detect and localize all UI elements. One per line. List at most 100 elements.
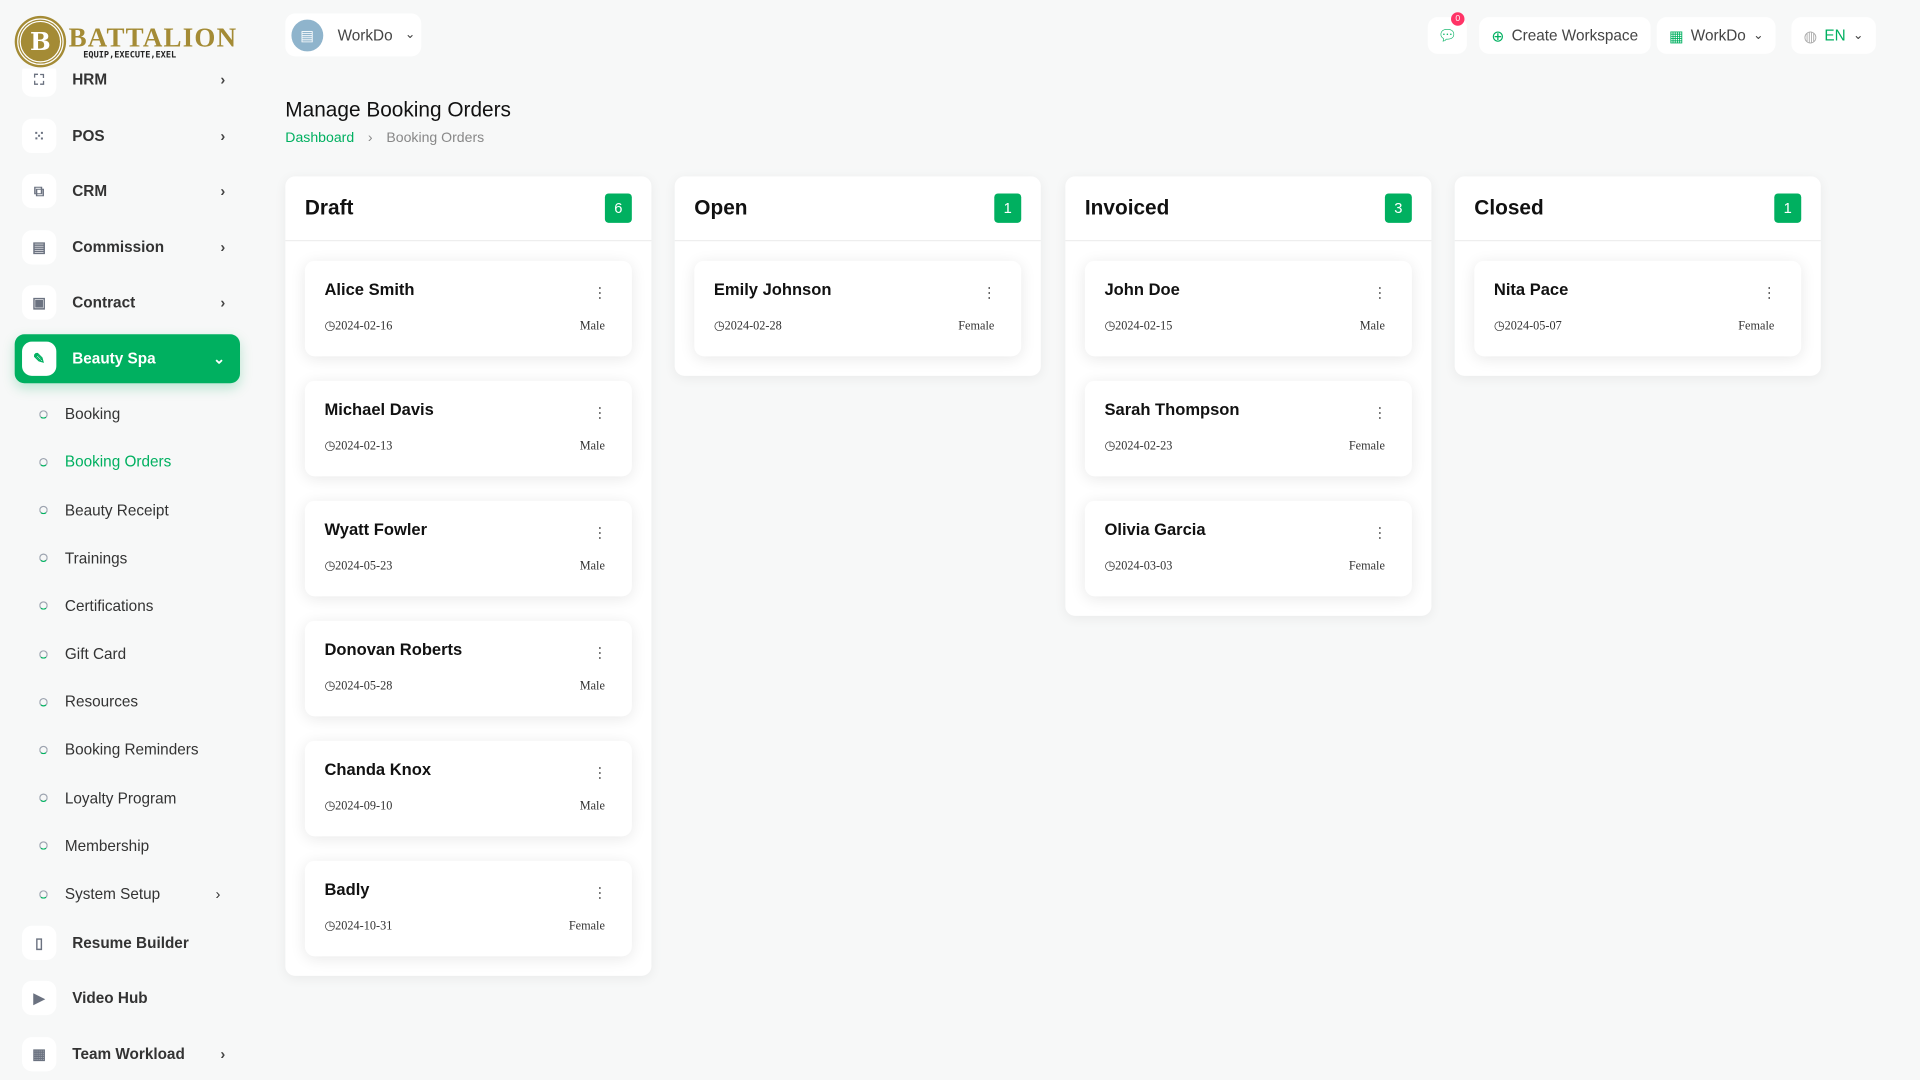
booking-date-value: 2024-05-23 [335,559,393,574]
customer-name: Nita Pace [1493,280,1569,299]
booking-card[interactable]: Nita Pace ⋮ ◷2024-05-07 Female [1474,260,1802,357]
submenu-item-certifications[interactable]: Certifications [39,582,240,630]
clock-icon: ◷ [324,919,336,934]
sidebar-item-label: Contract [72,294,136,312]
booking-date: ◷2024-05-28 [324,680,392,693]
workspace-selector[interactable]: ▤ WorkDo ⌄ [285,13,422,57]
more-vertical-icon[interactable]: ⋮ [592,884,608,902]
more-vertical-icon[interactable]: ⋮ [1372,524,1388,542]
submenu-item-label: Booking Reminders [64,741,199,759]
more-vertical-icon[interactable]: ⋮ [1372,284,1388,302]
logo[interactable]: B BATTALION EQUIP,EXECUTE,EXEL [17,14,263,69]
customer-gender: Male [579,559,605,574]
plus-circle-icon: ⊕ [1491,27,1505,45]
video-icon: ▶ [22,981,57,1016]
booking-card[interactable]: Olivia Garcia ⋮ ◷2024-03-03 Female [1084,500,1412,597]
clock-icon: ◷ [324,319,336,334]
submenu-item-system-setup[interactable]: System Setup › [39,870,240,918]
grid-icon: ⁙ [22,118,57,153]
booking-card[interactable]: Alice Smith ⋮ ◷2024-02-16 Male [304,260,632,357]
bullet-icon [39,457,48,467]
sidebar-item-team-workload[interactable]: ▦ Team Workload › [15,1030,240,1079]
more-vertical-icon[interactable]: ⋮ [592,764,608,782]
booking-card[interactable]: Michael Davis ⋮ ◷2024-02-13 Male [304,380,632,477]
file-icon: ▯ [22,925,57,960]
sidebar-item-resume-builder[interactable]: ▯ Resume Builder [15,918,240,967]
bullet-icon [39,793,48,803]
sidebar-item-pos[interactable]: ⁙ POS › [15,111,240,160]
sidebar-item-label: Beauty Spa [72,350,156,368]
calculator-icon: ▤ [22,229,57,265]
booking-date-value: 2024-02-15 [1115,319,1173,334]
more-vertical-icon[interactable]: ⋮ [1762,284,1777,302]
submenu-item-resources[interactable]: Resources [39,678,240,726]
create-workspace-button[interactable]: ⊕ Create Workspace [1479,17,1651,54]
floppy-icon: ▣ [22,285,57,321]
messages-button[interactable]: 💬︎ 0 [1427,12,1467,54]
more-vertical-icon[interactable]: ⋮ [1372,404,1388,422]
bullet-icon [39,553,48,563]
language-button[interactable]: ◍ EN ⌄ [1791,17,1876,54]
customer-name: Donovan Roberts [324,640,463,659]
column-count-badge: 1 [1774,193,1802,223]
booking-date: ◷2024-02-13 [324,440,392,453]
customer-gender: Female [1348,439,1385,454]
submenu-item-beauty-receipt[interactable]: Beauty Receipt [39,486,240,534]
customer-name: Wyatt Fowler [324,520,428,539]
sidebar-item-contract[interactable]: ▣ Contract › [15,278,240,327]
more-vertical-icon[interactable]: ⋮ [592,524,608,542]
sidebar-item-crm[interactable]: ⧉ CRM › [15,167,240,216]
booking-date: ◷2024-02-28 [714,320,782,333]
customer-gender: Male [579,439,605,454]
sidebar-item-beauty-spa[interactable]: ✎ Beauty Spa ⌄ [14,334,241,384]
submenu-item-membership[interactable]: Membership [39,822,240,870]
workspace-switch-button[interactable]: ▦ WorkDo ⌄ [1656,17,1776,54]
submenu-item-booking-reminders[interactable]: Booking Reminders [39,726,240,774]
booking-date-value: 2024-02-23 [1115,439,1173,454]
booking-date: ◷2024-05-07 [1494,320,1562,333]
submenu-item-trainings[interactable]: Trainings [39,534,240,582]
create-workspace-label: Create Workspace [1511,26,1639,45]
booking-card[interactable]: Sarah Thompson ⋮ ◷2024-02-23 Female [1084,380,1412,477]
breadcrumb-current: Booking Orders [386,131,485,146]
chevron-right-icon: › [220,71,226,89]
notification-badge: 0 [1451,12,1465,26]
breadcrumb: Dashboard › Booking Orders [285,131,484,146]
more-vertical-icon[interactable]: ⋮ [592,284,608,302]
booking-card[interactable]: Chanda Knox ⋮ ◷2024-09-10 Male [304,740,632,837]
sidebar-item-label: CRM [72,182,108,200]
more-vertical-icon[interactable]: ⋮ [592,644,608,662]
submenu-item-gift-card[interactable]: Gift Card [39,630,240,678]
booking-date: ◷2024-02-23 [1104,440,1172,453]
bullet-icon [39,697,48,707]
kanban-column-draft: Draft 6 Alice Smith ⋮ ◷2024-02-16 Male Michael… [285,176,652,976]
more-vertical-icon[interactable]: ⋮ [592,404,608,422]
clock-icon: ◷ [1104,559,1116,574]
logo-tagline: EQUIP,EXECUTE,EXEL [83,49,177,60]
submenu-item-loyalty-program[interactable]: Loyalty Program [39,774,240,822]
sidebar-item-commission[interactable]: ▤ Commission › [15,223,240,272]
booking-date: ◷2024-02-16 [324,320,392,333]
booking-card[interactable]: Wyatt Fowler ⋮ ◷2024-05-23 Male [304,500,632,597]
booking-date-value: 2024-02-13 [335,439,393,454]
submenu-item-label: Booking Orders [64,453,172,471]
kanban-column-invoiced: Invoiced 3 John Doe ⋮ ◷2024-02-15 Male Sarah T… [1065,176,1432,616]
breadcrumb-dashboard[interactable]: Dashboard [285,131,355,146]
submenu-item-label: Loyalty Program [64,789,177,807]
booking-card[interactable]: Emily Johnson ⋮ ◷2024-02-28 Female [694,260,1022,357]
more-vertical-icon[interactable]: ⋮ [982,284,997,302]
column-title: Open [694,195,748,220]
chevron-right-icon: › [220,182,226,200]
submenu-item-label: Membership [64,837,150,855]
submenu-item-booking-orders[interactable]: Booking Orders [39,438,240,486]
sidebar-nav: ⛶ HRM › ⁙ POS › ⧉ CRM › ▤ Commission › ▣ Contract › ✎ Be… [14,55,241,1080]
bullet-icon [39,649,48,659]
booking-date: ◷2024-10-31 [324,920,392,933]
sidebar-item-video-hub[interactable]: ▶ Video Hub [15,974,240,1023]
calendar-icon: ▦ [22,1036,57,1072]
booking-card[interactable]: Badly ⋮ ◷2024-10-31 Female [304,860,632,957]
booking-card[interactable]: John Doe ⋮ ◷2024-02-15 Male [1084,260,1412,357]
booking-card[interactable]: Donovan Roberts ⋮ ◷2024-05-28 Male [304,620,632,717]
submenu-item-booking[interactable]: Booking [39,390,240,438]
chevron-down-icon: ⌄ [1753,28,1764,43]
